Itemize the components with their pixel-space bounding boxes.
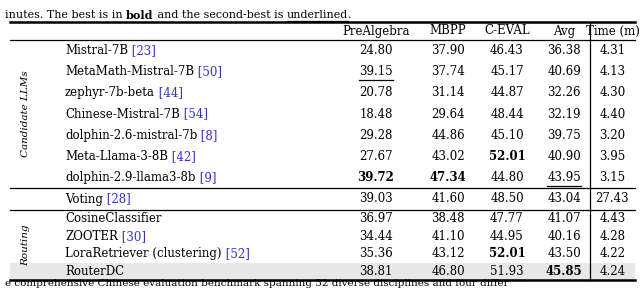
Text: 48.44: 48.44 (490, 108, 524, 121)
Text: e comprehensive Chinese evaluation benchmark spanning 52 diverse disciplines and: e comprehensive Chinese evaluation bench… (5, 279, 509, 288)
Text: bold: bold (126, 10, 154, 21)
Text: CosineClassifier: CosineClassifier (65, 212, 161, 225)
Text: MBPP: MBPP (429, 24, 467, 38)
Text: 43.95: 43.95 (547, 171, 581, 184)
Text: dolphin-2.9-llama3-8b: dolphin-2.9-llama3-8b (65, 171, 195, 184)
Text: ZOOTER: ZOOTER (65, 230, 118, 243)
Text: RouterDC: RouterDC (65, 265, 124, 278)
Text: Time (m): Time (m) (586, 24, 639, 38)
Text: 45.85: 45.85 (546, 265, 582, 278)
Text: Mistral-7B: Mistral-7B (65, 44, 128, 57)
Text: 47.77: 47.77 (490, 212, 524, 225)
Text: dolphin-2.6-mistral-7b: dolphin-2.6-mistral-7b (65, 129, 197, 142)
Text: [30]: [30] (118, 230, 146, 243)
Text: [54]: [54] (180, 108, 208, 121)
Text: 44.95: 44.95 (490, 230, 524, 243)
Text: 39.15: 39.15 (359, 65, 393, 78)
Text: 48.50: 48.50 (490, 193, 524, 206)
Text: 43.12: 43.12 (431, 247, 465, 260)
Text: 4.22: 4.22 (600, 247, 625, 260)
Text: LoraRetriever (clustering): LoraRetriever (clustering) (65, 247, 221, 260)
Bar (590, 263, 635, 280)
Text: 32.26: 32.26 (547, 86, 580, 99)
Text: 36.38: 36.38 (547, 44, 581, 57)
Text: 36.97: 36.97 (359, 212, 393, 225)
Text: 52.01: 52.01 (488, 247, 525, 260)
Text: 45.17: 45.17 (490, 65, 524, 78)
Text: 27.67: 27.67 (359, 150, 393, 163)
Text: 35.36: 35.36 (359, 247, 393, 260)
Text: [42]: [42] (168, 150, 196, 163)
Text: MetaMath-Mistral-7B: MetaMath-Mistral-7B (65, 65, 194, 78)
Text: 46.43: 46.43 (490, 44, 524, 57)
Text: 3.95: 3.95 (600, 150, 626, 163)
Text: 4.24: 4.24 (600, 265, 625, 278)
Text: Voting: Voting (65, 193, 103, 206)
Text: 4.13: 4.13 (600, 65, 625, 78)
Text: 29.28: 29.28 (359, 129, 393, 142)
Text: 4.31: 4.31 (600, 44, 625, 57)
Text: C-EVAL: C-EVAL (484, 24, 530, 38)
Text: 38.81: 38.81 (359, 265, 393, 278)
Text: 18.48: 18.48 (359, 108, 393, 121)
Text: 43.50: 43.50 (547, 247, 581, 260)
Text: 46.80: 46.80 (431, 265, 465, 278)
Text: 39.72: 39.72 (358, 171, 394, 184)
Text: [50]: [50] (194, 65, 222, 78)
Text: Avg: Avg (553, 24, 575, 38)
Text: 43.02: 43.02 (431, 150, 465, 163)
Text: 40.90: 40.90 (547, 150, 581, 163)
Text: Candidate LLMs: Candidate LLMs (22, 71, 31, 157)
Text: [23]: [23] (128, 44, 156, 57)
Text: 41.60: 41.60 (431, 193, 465, 206)
Text: zephyr-7b-beta: zephyr-7b-beta (65, 86, 155, 99)
Text: 44.87: 44.87 (490, 86, 524, 99)
Text: 44.86: 44.86 (431, 129, 465, 142)
Text: 3.15: 3.15 (600, 171, 625, 184)
Text: 37.74: 37.74 (431, 65, 465, 78)
Bar (10, 263, 590, 280)
Text: [52]: [52] (221, 247, 250, 260)
Text: 3.20: 3.20 (600, 129, 625, 142)
Text: 31.14: 31.14 (431, 86, 465, 99)
Text: inutes. The best is in: inutes. The best is in (5, 10, 126, 20)
Text: 4.28: 4.28 (600, 230, 625, 243)
Text: 24.80: 24.80 (359, 44, 393, 57)
Text: 38.48: 38.48 (431, 212, 465, 225)
Text: 20.78: 20.78 (359, 86, 393, 99)
Text: [9]: [9] (195, 171, 216, 184)
Text: 44.80: 44.80 (490, 171, 524, 184)
Text: [28]: [28] (103, 193, 131, 206)
Text: 45.10: 45.10 (490, 129, 524, 142)
Text: underlined: underlined (287, 10, 348, 20)
Text: 37.90: 37.90 (431, 44, 465, 57)
Text: 40.16: 40.16 (547, 230, 581, 243)
Text: 4.43: 4.43 (600, 212, 626, 225)
Text: Routing: Routing (22, 224, 31, 266)
Text: Meta-Llama-3-8B: Meta-Llama-3-8B (65, 150, 168, 163)
Text: Chinese-Mistral-7B: Chinese-Mistral-7B (65, 108, 180, 121)
Text: 29.64: 29.64 (431, 108, 465, 121)
Text: 52.01: 52.01 (488, 150, 525, 163)
Text: 39.03: 39.03 (359, 193, 393, 206)
Text: 41.10: 41.10 (431, 230, 465, 243)
Text: 4.30: 4.30 (600, 86, 626, 99)
Text: 27.43: 27.43 (596, 193, 629, 206)
Text: 41.07: 41.07 (547, 212, 581, 225)
Text: and the second-best is: and the second-best is (154, 10, 287, 20)
Text: 4.40: 4.40 (600, 108, 626, 121)
Text: 40.69: 40.69 (547, 65, 581, 78)
Text: [8]: [8] (197, 129, 218, 142)
Text: 32.19: 32.19 (547, 108, 580, 121)
Text: 34.44: 34.44 (359, 230, 393, 243)
Text: 43.04: 43.04 (547, 193, 581, 206)
Text: 39.75: 39.75 (547, 129, 581, 142)
Text: [44]: [44] (155, 86, 183, 99)
Text: .: . (348, 10, 351, 20)
Text: PreAlgebra: PreAlgebra (342, 24, 410, 38)
Text: 47.34: 47.34 (429, 171, 467, 184)
Text: 51.93: 51.93 (490, 265, 524, 278)
